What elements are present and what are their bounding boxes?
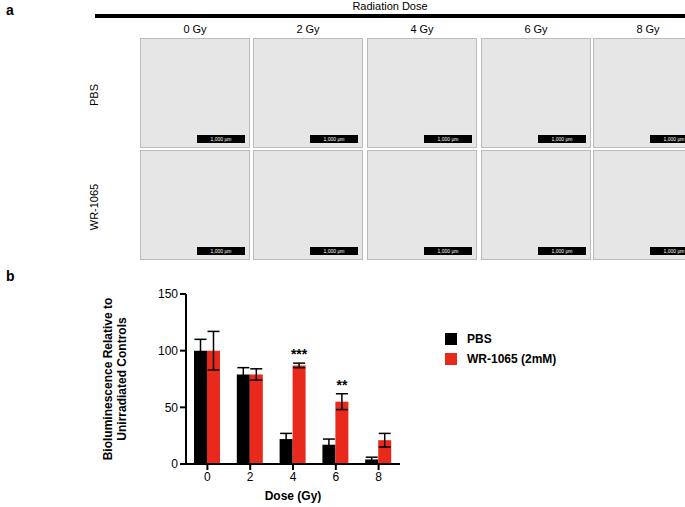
svg-text:50: 50 bbox=[165, 401, 179, 415]
html-text:2 Gy: 2 Gy bbox=[296, 23, 320, 35]
html-text:4 Gy: 4 Gy bbox=[410, 23, 434, 35]
html-text:1,000 μm: 1,000 μm bbox=[437, 248, 459, 254]
svg-text:0: 0 bbox=[171, 457, 178, 471]
html-text:1,000 μm: 1,000 μm bbox=[210, 136, 232, 142]
html-text:WR-1065: WR-1065 bbox=[88, 183, 100, 231]
html-text:0 Gy: 0 Gy bbox=[183, 23, 207, 35]
html-text:a: a bbox=[6, 2, 14, 18]
html-text:8 Gy: 8 Gy bbox=[636, 23, 660, 35]
svg-text:Dose (Gy): Dose (Gy) bbox=[265, 489, 322, 503]
svg-text:6: 6 bbox=[332, 470, 339, 484]
html-text:6 Gy: 6 Gy bbox=[524, 23, 548, 35]
html-text:PBS: PBS bbox=[467, 332, 492, 346]
html-text:PBS: PBS bbox=[88, 84, 100, 106]
html-text:1,000 μm: 1,000 μm bbox=[663, 248, 685, 254]
html-text:1,000 μm: 1,000 μm bbox=[551, 248, 573, 254]
html-text:1,000 μm: 1,000 μm bbox=[210, 248, 232, 254]
svg-text:2: 2 bbox=[247, 470, 254, 484]
html-text:1,000 μm: 1,000 μm bbox=[323, 136, 345, 142]
svg-text:0: 0 bbox=[204, 470, 211, 484]
html-text:WR-1065 (2mM): WR-1065 (2mM) bbox=[467, 352, 557, 366]
html-text:b: b bbox=[6, 268, 15, 284]
svg-text:Bioluminescence Relative toUni: Bioluminescence Relative toUnirradiated … bbox=[101, 298, 129, 461]
svg-text:8: 8 bbox=[375, 470, 382, 484]
svg-text:**: ** bbox=[336, 377, 347, 393]
html-text:Radiation Dose: Radiation Dose bbox=[352, 0, 428, 12]
svg-text:150: 150 bbox=[158, 287, 178, 301]
svg-text:***: *** bbox=[291, 346, 308, 362]
html-text:1,000 μm: 1,000 μm bbox=[323, 248, 345, 254]
html-text:1,000 μm: 1,000 μm bbox=[551, 136, 573, 142]
svg-text:100: 100 bbox=[158, 344, 178, 358]
html-text:1,000 μm: 1,000 μm bbox=[663, 136, 685, 142]
html-text:1,000 μm: 1,000 μm bbox=[437, 136, 459, 142]
svg-text:4: 4 bbox=[290, 470, 297, 484]
